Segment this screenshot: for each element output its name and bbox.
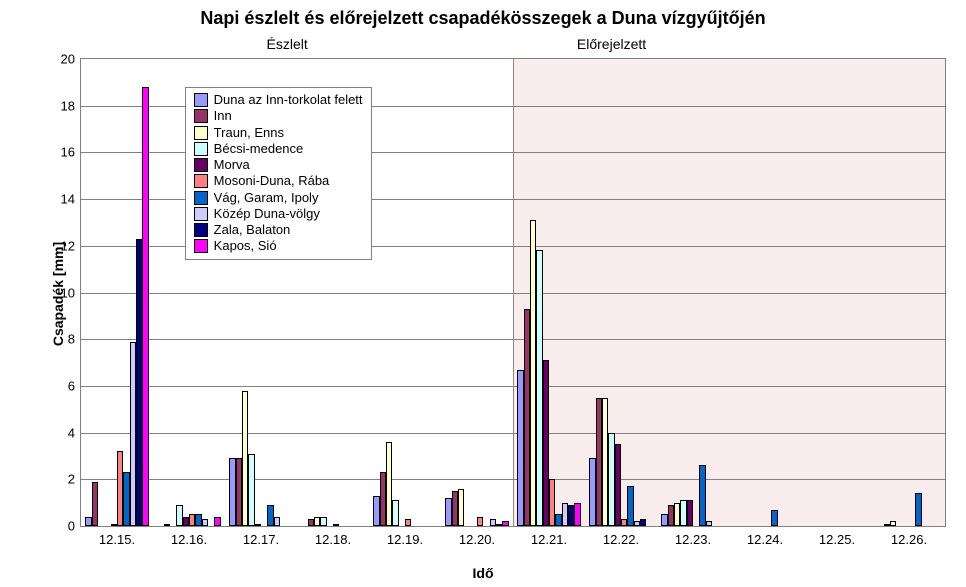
bar xyxy=(699,465,705,526)
bar xyxy=(640,519,646,526)
subtitle-observed: Észlelt xyxy=(267,36,308,52)
x-tick-label: 12.26. xyxy=(891,526,927,547)
legend-item: Kapos, Sió xyxy=(194,238,363,254)
bar xyxy=(615,444,621,526)
bar xyxy=(687,500,693,526)
legend-item: Duna az Inn-torkolat felett xyxy=(194,92,363,108)
y-tick-label: 6 xyxy=(68,378,81,393)
y-tick-label: 2 xyxy=(68,472,81,487)
bar xyxy=(274,517,280,526)
x-tick-label: 12.20. xyxy=(459,526,495,547)
plot-area: Duna az Inn-torkolat felettInnTraun, Enn… xyxy=(80,58,946,527)
legend-item: Zala, Balaton xyxy=(194,222,363,238)
bar xyxy=(477,517,483,526)
y-tick-label: 12 xyxy=(61,238,81,253)
legend-item: Traun, Enns xyxy=(194,125,363,141)
legend-item: Mosoni-Duna, Rába xyxy=(194,173,363,189)
legend-swatch xyxy=(194,93,208,107)
x-tick-label: 12.17. xyxy=(243,526,279,547)
legend-label: Zala, Balaton xyxy=(214,222,291,238)
chart-container: Napi észlelt és előrejelzett csapadéköss… xyxy=(0,0,966,587)
legend: Duna az Inn-torkolat felettInnTraun, Enn… xyxy=(185,87,372,260)
legend-swatch xyxy=(194,223,208,237)
y-tick-label: 4 xyxy=(68,425,81,440)
legend-label: Mosoni-Duna, Rába xyxy=(214,173,330,189)
x-tick-label: 12.24. xyxy=(747,526,783,547)
legend-swatch xyxy=(194,158,208,172)
bar xyxy=(458,489,464,526)
y-tick-label: 16 xyxy=(61,145,81,160)
legend-item: Bécsi-medence xyxy=(194,141,363,157)
bar xyxy=(627,486,633,526)
x-tick-label: 12.18. xyxy=(315,526,351,547)
x-axis-label: Idő xyxy=(0,565,966,581)
x-tick-label: 12.25. xyxy=(819,526,855,547)
y-tick-label: 18 xyxy=(61,98,81,113)
legend-label: Kapos, Sió xyxy=(214,238,277,254)
y-tick-label: 20 xyxy=(61,52,81,67)
legend-swatch xyxy=(194,126,208,140)
bar xyxy=(164,524,170,526)
y-tick-label: 0 xyxy=(68,519,81,534)
bar xyxy=(405,519,411,526)
legend-label: Duna az Inn-torkolat felett xyxy=(214,92,363,108)
x-tick-label: 12.16. xyxy=(171,526,207,547)
legend-label: Bécsi-medence xyxy=(214,141,304,157)
x-tick-label: 12.23. xyxy=(675,526,711,547)
bar xyxy=(915,493,921,526)
x-tick-label: 12.15. xyxy=(99,526,135,547)
x-tick-label: 12.19. xyxy=(387,526,423,547)
bar xyxy=(320,517,326,526)
legend-item: Inn xyxy=(194,108,363,124)
bar xyxy=(92,482,98,526)
legend-item: Vág, Garam, Ipoly xyxy=(194,190,363,206)
y-tick-label: 14 xyxy=(61,192,81,207)
x-tick-label: 12.21. xyxy=(531,526,567,547)
legend-swatch xyxy=(194,191,208,205)
bar xyxy=(214,517,220,526)
legend-label: Vág, Garam, Ipoly xyxy=(214,190,319,206)
legend-item: Közép Duna-völgy xyxy=(194,206,363,222)
legend-label: Inn xyxy=(214,108,232,124)
legend-swatch xyxy=(194,109,208,123)
legend-swatch xyxy=(194,174,208,188)
legend-label: Traun, Enns xyxy=(214,125,284,141)
bar xyxy=(502,521,508,526)
legend-swatch xyxy=(194,207,208,221)
bar xyxy=(392,500,398,526)
bar xyxy=(142,87,148,526)
y-tick-label: 10 xyxy=(61,285,81,300)
x-tick-label: 12.22. xyxy=(603,526,639,547)
legend-label: Morva xyxy=(214,157,250,173)
legend-item: Morva xyxy=(194,157,363,173)
subtitle-forecast: Előrejelzett xyxy=(577,36,646,52)
bar xyxy=(574,503,580,526)
legend-label: Közép Duna-völgy xyxy=(214,206,320,222)
legend-swatch xyxy=(194,239,208,253)
bar xyxy=(202,519,208,526)
chart-title: Napi észlelt és előrejelzett csapadéköss… xyxy=(0,8,966,29)
bar xyxy=(248,454,254,526)
y-tick-label: 8 xyxy=(68,332,81,347)
legend-swatch xyxy=(194,142,208,156)
bar xyxy=(771,510,777,526)
